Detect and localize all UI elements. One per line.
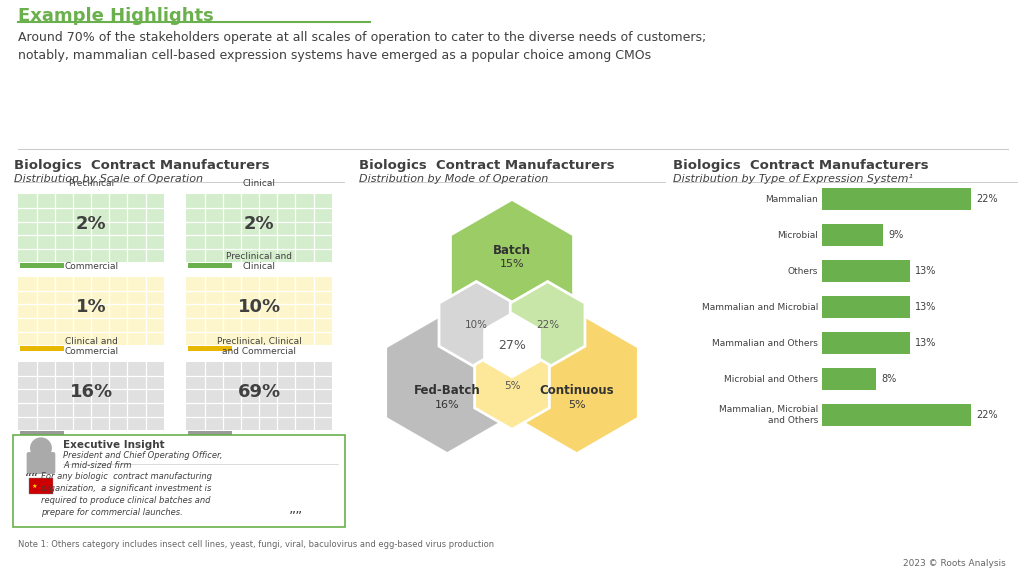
- Bar: [20, 263, 65, 268]
- Text: President and Chief Operating Officer,: President and Chief Operating Officer,: [63, 451, 223, 460]
- Text: Biologics  Contract Manufacturers: Biologics Contract Manufacturers: [14, 158, 270, 172]
- Text: Batch: Batch: [493, 244, 531, 257]
- Text: 5%: 5%: [568, 400, 586, 410]
- Text: 13%: 13%: [915, 266, 937, 276]
- Polygon shape: [484, 313, 540, 377]
- Text: 13%: 13%: [915, 338, 937, 348]
- Bar: [822, 332, 910, 354]
- Text: For any biologic  contract manufacturing
organization,  a significant investment: For any biologic contract manufacturing …: [41, 472, 212, 517]
- Bar: [822, 368, 877, 390]
- Text: Preclinical, Clinical
and Commercial: Preclinical, Clinical and Commercial: [217, 337, 301, 356]
- Text: Preclinical: Preclinical: [68, 180, 115, 188]
- Text: Fed-Batch: Fed-Batch: [414, 384, 480, 397]
- Text: Continuous: Continuous: [540, 384, 614, 397]
- Text: Distribution by Mode of Operation: Distribution by Mode of Operation: [359, 175, 549, 184]
- Bar: [20, 346, 65, 351]
- Polygon shape: [514, 310, 639, 454]
- Text: Others: Others: [787, 267, 818, 276]
- Bar: [186, 362, 332, 430]
- Text: 5%: 5%: [504, 381, 520, 391]
- Text: 69%: 69%: [238, 383, 281, 401]
- Bar: [822, 188, 971, 210]
- Bar: [822, 404, 971, 426]
- Text: 10%: 10%: [465, 320, 487, 329]
- Text: 22%: 22%: [976, 410, 997, 420]
- Text: Mammalian: Mammalian: [765, 195, 818, 204]
- Text: A mid-sized firm: A mid-sized firm: [63, 461, 132, 470]
- Polygon shape: [510, 282, 585, 368]
- Bar: [186, 195, 332, 262]
- Text: ””: ””: [289, 510, 303, 524]
- Polygon shape: [439, 282, 514, 368]
- Text: Mammalian, Microbial
and Others: Mammalian, Microbial and Others: [719, 406, 818, 425]
- Bar: [822, 296, 910, 319]
- Text: ““: ““: [25, 472, 39, 486]
- Text: 2%: 2%: [76, 215, 106, 233]
- Text: Microbial and Others: Microbial and Others: [724, 374, 818, 384]
- Bar: [186, 277, 332, 345]
- Text: Distribution by Type of Expression System¹: Distribution by Type of Expression Syste…: [673, 175, 912, 184]
- Bar: [188, 263, 232, 268]
- FancyBboxPatch shape: [13, 435, 345, 527]
- Text: 10%: 10%: [238, 298, 281, 316]
- Text: Example Highlights: Example Highlights: [18, 7, 214, 25]
- Text: 9%: 9%: [888, 230, 903, 240]
- Text: Clinical and
Commercial: Clinical and Commercial: [65, 337, 118, 356]
- Bar: [822, 260, 910, 282]
- Bar: [188, 431, 232, 436]
- Polygon shape: [385, 310, 510, 454]
- Text: Executive Insight: Executive Insight: [63, 440, 165, 450]
- Text: notably, mammalian cell-based expression systems have emerged as a popular choic: notably, mammalian cell-based expression…: [18, 49, 651, 62]
- Text: Biologics  Contract Manufacturers: Biologics Contract Manufacturers: [359, 158, 614, 172]
- Circle shape: [31, 438, 51, 458]
- Bar: [188, 346, 232, 351]
- Text: 2%: 2%: [244, 215, 274, 233]
- Text: 27%: 27%: [498, 339, 526, 352]
- Text: Microbial: Microbial: [777, 231, 818, 240]
- Text: Around 70% of the stakeholders operate at all scales of operation to cater to th: Around 70% of the stakeholders operate a…: [18, 31, 707, 44]
- Text: 16%: 16%: [435, 400, 460, 410]
- Text: 13%: 13%: [915, 302, 937, 312]
- Text: 1%: 1%: [76, 298, 106, 316]
- Bar: [822, 225, 883, 247]
- Polygon shape: [475, 343, 549, 430]
- Text: 15%: 15%: [500, 259, 524, 270]
- Text: Clinical: Clinical: [243, 180, 275, 188]
- Text: 8%: 8%: [882, 374, 897, 384]
- Text: 22%: 22%: [536, 320, 559, 329]
- Text: Note 1: Others category includes insect cell lines, yeast, fungi, viral, baculov: Note 1: Others category includes insect …: [18, 540, 495, 549]
- Text: Commercial: Commercial: [65, 262, 118, 271]
- Text: 16%: 16%: [70, 383, 113, 401]
- Text: Mammalian and Others: Mammalian and Others: [713, 339, 818, 348]
- Text: Biologics  Contract Manufacturers: Biologics Contract Manufacturers: [673, 158, 929, 172]
- Bar: [18, 195, 164, 262]
- Text: ★: ★: [32, 483, 37, 488]
- Polygon shape: [450, 199, 574, 342]
- Bar: [20, 431, 65, 436]
- Text: 22%: 22%: [976, 195, 997, 204]
- Text: Distribution by Scale of Operation: Distribution by Scale of Operation: [14, 175, 204, 184]
- Text: Preclinical and
Clinical: Preclinical and Clinical: [226, 252, 292, 271]
- Text: 2023 © Roots Analysis: 2023 © Roots Analysis: [903, 559, 1006, 568]
- Bar: [18, 362, 164, 430]
- FancyBboxPatch shape: [27, 452, 55, 474]
- Bar: [29, 478, 53, 494]
- Bar: [18, 277, 164, 345]
- Text: Mammalian and Microbial: Mammalian and Microbial: [701, 303, 818, 312]
